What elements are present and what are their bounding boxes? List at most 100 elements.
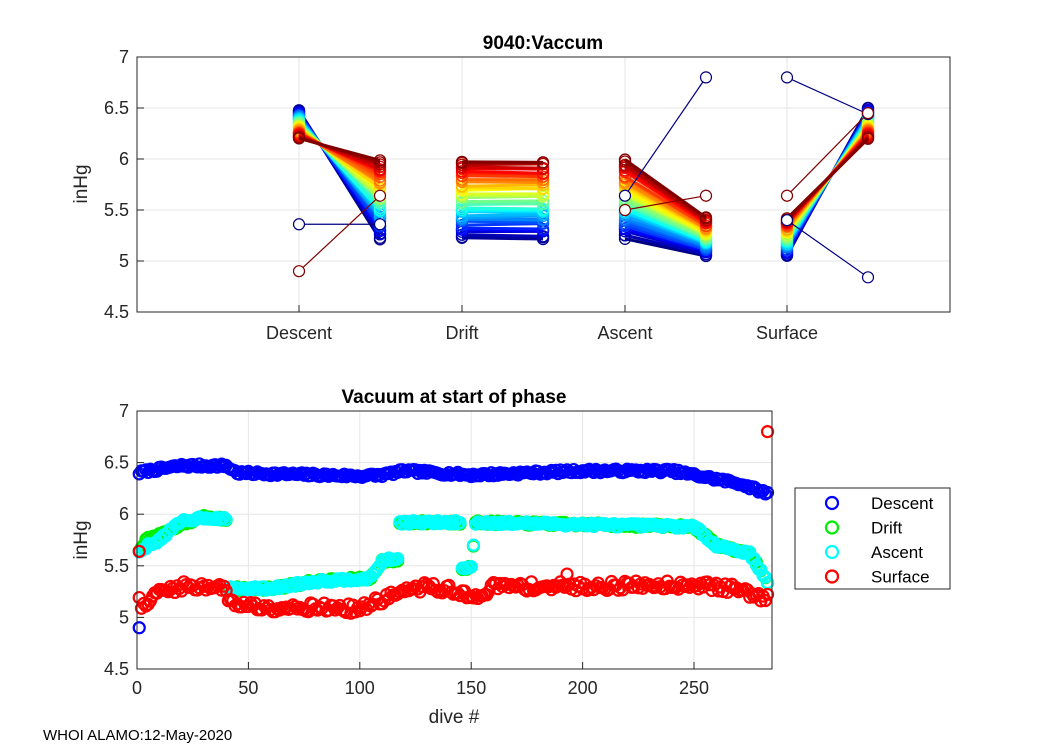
bottom-plot: 4.5 5 5.5 6 6.5 7 0 50 100 150 200 250 Vacuum at st… <box>71 387 775 728</box>
bottom-x-tick-label: 0 <box>132 678 142 698</box>
footer-credit: WHOI ALAMO:12-May-2020 <box>43 727 233 744</box>
top-chart-title: 9040:Vaccum <box>483 33 603 54</box>
top-series-marker <box>536 170 550 183</box>
top-x-tick-label: Surface <box>756 323 818 343</box>
top-outlier-marker <box>618 189 632 202</box>
top-x-tick-label: Descent <box>266 323 332 343</box>
bottom-y-tick-label: 4.5 <box>104 659 129 679</box>
top-series-line <box>624 175 707 227</box>
top-series-line <box>624 197 707 238</box>
top-series-marker <box>618 153 632 166</box>
bottom-point-descent <box>662 463 677 477</box>
top-series-line <box>461 217 544 222</box>
legend-label-ascent: Ascent <box>871 543 923 562</box>
bottom-point-surface <box>611 583 625 597</box>
bottom-point-surface <box>760 587 775 602</box>
top-series-line <box>461 183 544 188</box>
bottom-series-points <box>132 425 775 635</box>
top-series-marker <box>536 197 550 211</box>
bottom-x-tick-label: 250 <box>679 678 709 698</box>
bottom-point-ascent <box>217 510 231 525</box>
top-ticks: 4.5 5 5.5 6 6.5 7 Descent Drift Ascent Surface <box>104 47 818 343</box>
bottom-point-surface <box>257 599 271 613</box>
top-plot: 4.5 5 5.5 6 6.5 7 Descent Drift Ascent Surface 90… <box>71 33 951 343</box>
bottom-point-ascent <box>391 551 405 566</box>
top-series-marker <box>536 176 550 189</box>
top-outlier-marker <box>861 271 875 284</box>
top-series-lines <box>292 71 875 284</box>
bottom-y-tick-label: 6 <box>119 504 129 524</box>
bottom-x-tick-label: 50 <box>238 678 258 698</box>
bottom-outlier-surface <box>760 425 775 439</box>
top-axes-frame <box>136 56 951 313</box>
bottom-y-tick-label: 6.5 <box>104 453 129 473</box>
top-series-marker <box>292 132 306 145</box>
top-y-tick-label: 5 <box>119 251 129 271</box>
top-series-line <box>785 137 870 220</box>
top-series-line <box>298 136 381 162</box>
top-series-line <box>461 214 544 220</box>
top-outlier-line <box>624 77 707 197</box>
top-series-marker <box>861 132 875 145</box>
top-y-tick-label: 4.5 <box>104 302 129 322</box>
top-y-tick-label: 6.5 <box>104 98 129 118</box>
bottom-x-tick-label: 200 <box>568 678 598 698</box>
legend-label-surface: Surface <box>871 568 930 587</box>
top-y-tick-label: 5.5 <box>104 200 129 220</box>
top-series-marker <box>455 231 469 244</box>
top-outlier-marker <box>861 106 875 120</box>
bottom-point-ascent <box>747 552 761 566</box>
top-x-tick-label: Drift <box>446 323 479 343</box>
top-series-line <box>624 188 707 234</box>
top-series-marker <box>536 156 550 169</box>
top-series-line <box>461 219 544 225</box>
top-series-line <box>624 180 707 230</box>
top-outlier-marker <box>373 218 387 231</box>
bottom-x-axis-label: dive # <box>429 707 480 728</box>
top-outlier-line <box>786 76 869 115</box>
legend: Descent Drift Ascent Surface <box>794 487 951 590</box>
top-series-marker <box>536 182 550 196</box>
top-x-tick-label: Ascent <box>597 323 652 343</box>
top-series-line <box>624 163 707 222</box>
top-series-line <box>624 221 707 250</box>
bottom-axes-frame <box>136 410 773 670</box>
top-outlier-marker <box>699 189 713 202</box>
bottom-point-ascent <box>453 516 467 530</box>
top-y-axis-label: inHg <box>71 164 92 203</box>
bottom-x-tick-label: 150 <box>456 678 486 698</box>
top-series-marker <box>536 232 550 246</box>
top-series-line <box>461 169 544 175</box>
top-outlier-marker <box>780 189 794 202</box>
bottom-outlier-surface <box>132 544 146 558</box>
bottom-point-surface <box>406 582 420 596</box>
bottom-point-surface <box>627 580 641 594</box>
legend-box <box>794 487 951 590</box>
bottom-y-tick-label: 5.5 <box>104 556 129 576</box>
top-series-marker <box>699 211 713 224</box>
top-series-line <box>624 202 707 241</box>
top-series-marker <box>455 201 469 215</box>
bottom-point-surface <box>428 583 443 597</box>
bottom-point-surface <box>758 593 772 608</box>
top-series-line <box>624 217 707 248</box>
top-series-line <box>461 206 544 211</box>
bottom-point-descent <box>760 485 775 500</box>
bottom-y-axis-label: inHg <box>71 520 92 559</box>
bottom-ticks: 4.5 5 5.5 6 6.5 7 0 50 100 150 200 250 <box>104 401 709 698</box>
top-series-line <box>624 237 707 258</box>
top-series-line <box>461 222 544 227</box>
legend-marker-drift <box>824 520 840 535</box>
top-y-tick-label: 6 <box>119 149 129 169</box>
top-outlier-marker <box>292 265 306 278</box>
top-outlier-marker <box>780 214 794 227</box>
top-outlier-marker <box>699 71 713 84</box>
bottom-point-ascent <box>466 538 481 552</box>
top-series-marker <box>536 230 550 243</box>
bottom-axes-bg <box>137 411 772 669</box>
top-outlier-marker <box>373 189 387 202</box>
top-series-line <box>461 174 544 179</box>
top-series-marker <box>373 154 387 167</box>
legend-marker-descent <box>824 495 840 511</box>
top-outlier-marker <box>292 218 306 231</box>
